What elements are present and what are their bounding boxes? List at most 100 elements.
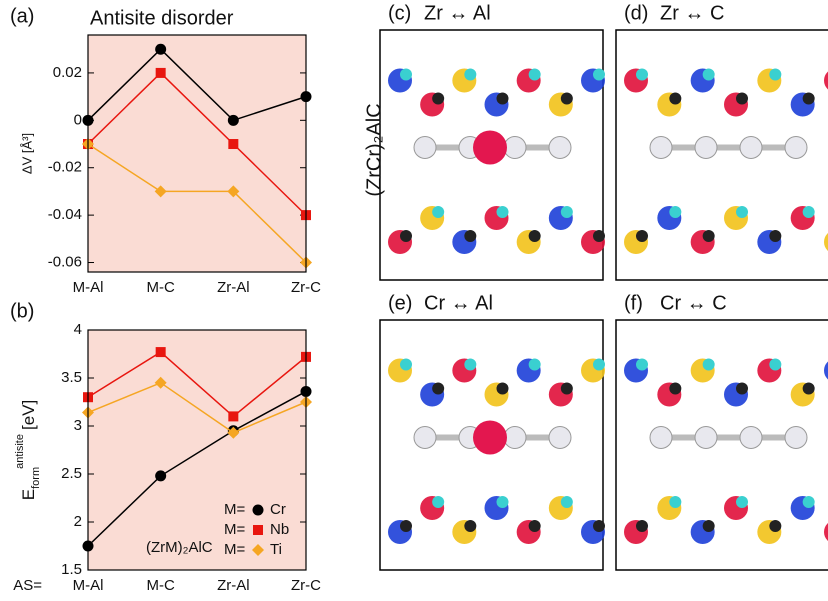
atom (803, 383, 815, 395)
atom (400, 230, 412, 242)
atom (497, 383, 509, 395)
al-atom (650, 427, 672, 449)
y-tick-label: 3.5 (61, 369, 82, 386)
al-atom (740, 427, 762, 449)
panel-title: Zr ↔ Al (424, 2, 491, 24)
atom (561, 383, 573, 395)
atom (529, 359, 541, 371)
atom (464, 359, 476, 371)
point (155, 470, 166, 481)
x-tick-label: Zr-Al (217, 577, 250, 594)
atom (669, 206, 681, 218)
point (228, 115, 239, 126)
atom (593, 230, 605, 242)
atom (593, 69, 605, 81)
al-atom (549, 427, 571, 449)
legend-label: Ti (270, 541, 282, 558)
al-atom (504, 137, 526, 159)
panel-label: (d) (624, 2, 648, 24)
y-tick-label: -0.02 (48, 159, 82, 176)
annotation: (ZrM)₂AlC (146, 539, 213, 556)
atom (593, 520, 605, 532)
atom (593, 359, 605, 371)
defect (473, 421, 507, 455)
atom (803, 93, 815, 105)
defect (473, 131, 507, 165)
x-tick-label: Zr-Al (217, 279, 250, 296)
y-label-sup: antisite (14, 434, 26, 469)
y-tick-label: -0.04 (48, 206, 82, 223)
atom (400, 359, 412, 371)
atom (669, 93, 681, 105)
atom (769, 230, 781, 242)
panel-label: (c) (388, 2, 411, 24)
atom (432, 383, 444, 395)
atom (464, 69, 476, 81)
y-tick-label: 2 (74, 513, 82, 530)
point (253, 505, 264, 516)
atom (736, 206, 748, 218)
y-axis-label: Eform antisite [eV] (14, 400, 42, 500)
atom (497, 206, 509, 218)
y-tick-label: -0.06 (48, 253, 82, 270)
point (156, 347, 166, 357)
al-atom (549, 137, 571, 159)
al-atom (650, 137, 672, 159)
y-tick-label: 1.5 (61, 561, 82, 578)
panel-title: Cr ↔ C (660, 292, 727, 314)
y-label-base: E (19, 489, 38, 500)
atom (703, 520, 715, 532)
y-label-unit: [eV] (19, 400, 38, 430)
atom (529, 230, 541, 242)
point (155, 44, 166, 55)
x-tick-label: M-C (147, 279, 175, 296)
legend-label: Cr (270, 501, 286, 518)
al-atom (414, 427, 436, 449)
atom (400, 69, 412, 81)
legend-label: Nb (270, 521, 289, 538)
legend-prefix: M= (224, 501, 245, 518)
panel-label: (a) (10, 5, 34, 27)
y-tick-label: 0 (74, 111, 82, 128)
panel-label: (f) (624, 292, 643, 314)
x-axis-label: AS= (13, 577, 42, 594)
y-tick-label: 0.02 (53, 64, 82, 81)
x-tick-label: M-Al (73, 577, 104, 594)
atom (400, 520, 412, 532)
atom (769, 359, 781, 371)
atom (432, 93, 444, 105)
plot-background (88, 35, 306, 272)
atom (769, 520, 781, 532)
al-atom (785, 427, 807, 449)
x-tick-label: Zr-C (291, 577, 321, 594)
al-atom (504, 427, 526, 449)
panel-label: (b) (10, 300, 34, 322)
point (156, 68, 166, 78)
panel-title: Zr ↔ C (660, 2, 724, 24)
atom (703, 359, 715, 371)
panel-label: (e) (388, 292, 412, 314)
atom (561, 496, 573, 508)
x-tick-label: M-Al (73, 279, 104, 296)
atom (736, 93, 748, 105)
chart-title: Antisite disorder (90, 7, 234, 29)
atom (736, 383, 748, 395)
al-atom (785, 137, 807, 159)
atom (497, 496, 509, 508)
atom (636, 359, 648, 371)
panel-title: Cr ↔ Al (424, 292, 493, 314)
atom (803, 206, 815, 218)
atom (529, 520, 541, 532)
x-tick-label: Zr-C (291, 279, 321, 296)
al-atom (414, 137, 436, 159)
y-label-sub: form (30, 467, 42, 489)
y-tick-label: 3 (74, 417, 82, 434)
al-atom (740, 137, 762, 159)
atom (529, 69, 541, 81)
figure: (a) Antisite disorder -0.06 -0.04 -0.02 0 0.02… (0, 0, 828, 601)
atom (636, 520, 648, 532)
legend-prefix: M= (224, 541, 245, 558)
atom (464, 520, 476, 532)
point (253, 525, 263, 535)
atom (669, 496, 681, 508)
